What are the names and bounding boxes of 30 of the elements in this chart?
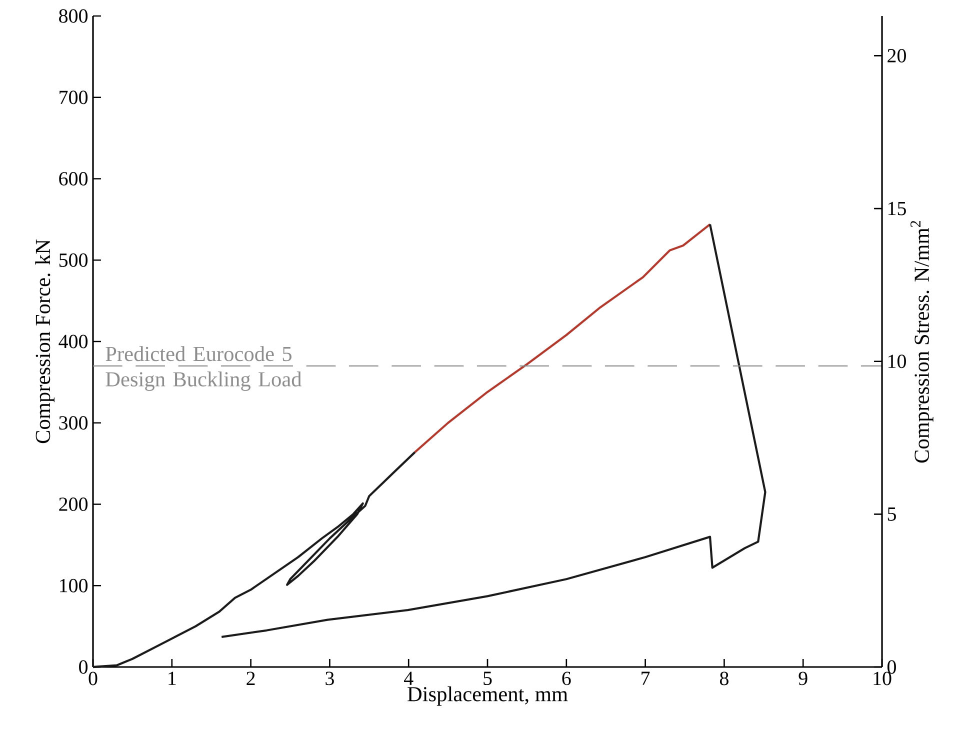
y2-axis-title: Compression Stress. N/mm$^{2}$ <box>910 220 934 463</box>
x-tick-label: 1 <box>168 672 176 685</box>
y-tick-label: 700 <box>60 90 88 104</box>
y2-tick-label: 5 <box>888 508 896 521</box>
x-tick-label: 5 <box>484 672 492 685</box>
y-tick-label: 500 <box>59 253 88 267</box>
y2-tick-label: 0 <box>887 660 896 674</box>
y-axis-title: Compression Force. kN <box>35 239 54 444</box>
x-tick-label: 4 <box>404 672 414 685</box>
y2-tick-label: 20 <box>888 48 906 62</box>
x-tick-label: 0 <box>88 672 98 686</box>
y2-tick-label: 15 <box>888 202 906 216</box>
x-tick-label: 6 <box>562 672 571 686</box>
line-series <box>414 223 712 454</box>
x-tick-label: 9 <box>798 672 808 686</box>
x-tick-label: 3 <box>326 672 334 686</box>
y2-tick-label: 10 <box>888 354 906 368</box>
x-tick-label: 10 <box>874 672 892 686</box>
y-tick-label: 100 <box>60 578 88 592</box>
x-tick-label: 2 <box>246 672 255 685</box>
x-tick-label: 8 <box>720 672 728 686</box>
y-tick-label: 200 <box>59 498 88 511</box>
x-tick-label: 7 <box>642 672 650 685</box>
y-tick-label: 800 <box>59 9 88 23</box>
ref-line-label: Predicted Eurocode 5 Design Buckling Load <box>106 346 302 391</box>
y-tick-label: 0 <box>79 660 88 674</box>
y-tick-label: 300 <box>59 416 88 430</box>
y-tick-label: 400 <box>58 334 88 348</box>
y-tick-label: 600 <box>59 172 88 186</box>
x-axis-title: Displacement, mm <box>408 686 568 706</box>
